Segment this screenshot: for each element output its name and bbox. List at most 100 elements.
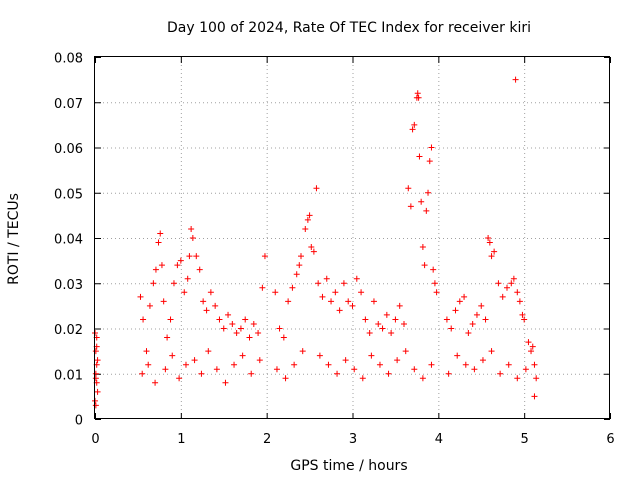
data-point <box>259 284 266 291</box>
data-point <box>388 330 395 337</box>
data-point <box>359 375 366 382</box>
data-point <box>213 366 220 373</box>
data-point <box>405 185 412 192</box>
y-axis-label: ROTI / TECUs <box>6 193 22 285</box>
data-point <box>454 352 461 359</box>
data-point <box>512 76 519 83</box>
data-points <box>92 76 540 409</box>
data-point <box>293 271 300 278</box>
data-point <box>155 239 162 246</box>
data-point <box>473 311 480 318</box>
data-point <box>152 379 159 386</box>
data-point <box>289 284 296 291</box>
data-point <box>402 348 409 355</box>
data-point <box>92 402 99 409</box>
data-point <box>491 248 498 255</box>
data-point <box>508 280 515 287</box>
data-point <box>411 366 418 373</box>
data-point <box>302 225 309 232</box>
data-point <box>525 339 532 346</box>
data-point <box>198 370 205 377</box>
data-point <box>170 280 177 287</box>
data-point <box>486 239 493 246</box>
data-point <box>255 330 262 337</box>
data-point <box>497 370 504 377</box>
data-point <box>452 307 459 314</box>
data-point <box>250 320 257 327</box>
data-point <box>433 289 440 296</box>
data-point <box>162 366 169 373</box>
data-point <box>229 320 236 327</box>
data-point <box>237 325 244 332</box>
data-point <box>414 90 421 97</box>
data-point <box>280 334 287 341</box>
data-point <box>332 289 339 296</box>
grid <box>95 57 610 419</box>
data-point <box>336 307 343 314</box>
data-point <box>189 235 196 241</box>
data-point <box>231 361 238 368</box>
data-point <box>304 216 311 223</box>
ticks: 0 1 2 3 4 5 6 0 0.01 0.02 0.03 0.04 0.05 0.06 0.07 0.08 <box>54 52 615 448</box>
data-point <box>478 302 485 309</box>
y-tick-label: 0.01 <box>54 368 83 383</box>
data-point <box>233 330 240 337</box>
data-point <box>285 298 292 305</box>
data-point <box>401 320 407 327</box>
data-point <box>443 316 450 323</box>
data-point <box>383 311 390 318</box>
y-tick-label: 0.04 <box>54 233 83 248</box>
y-tick-label: 0.06 <box>54 142 83 157</box>
data-point <box>366 330 373 337</box>
data-point <box>177 257 184 264</box>
data-point <box>205 348 212 355</box>
chart-title: Day 100 of 2024, Rate Of TEC Index for r… <box>167 20 531 36</box>
data-point <box>94 357 101 364</box>
data-point <box>349 302 356 309</box>
data-point <box>334 370 341 377</box>
data-point <box>415 94 422 101</box>
data-point <box>495 280 502 287</box>
data-point <box>514 375 521 382</box>
data-point <box>191 357 198 364</box>
data-point <box>488 253 495 260</box>
data-point <box>272 289 279 296</box>
data-point <box>246 334 253 341</box>
plot-frame <box>94 56 610 419</box>
data-point <box>200 298 207 305</box>
y-tick-label: 0 <box>75 414 83 429</box>
data-point <box>419 375 426 382</box>
data-point <box>184 275 191 282</box>
data-point <box>282 375 289 382</box>
data-point <box>409 126 416 133</box>
data-point <box>445 370 452 377</box>
data-point <box>328 298 335 305</box>
data-point <box>323 275 330 282</box>
data-point <box>528 348 535 355</box>
data-point <box>342 357 349 364</box>
data-point <box>306 212 313 219</box>
data-point <box>392 316 399 323</box>
data-point <box>411 121 418 128</box>
data-point <box>368 352 375 359</box>
data-point <box>146 302 153 309</box>
data-point <box>461 293 468 300</box>
data-point <box>140 316 147 323</box>
data-point <box>521 316 528 323</box>
data-point <box>145 361 152 368</box>
data-point <box>516 298 523 305</box>
y-tick-label: 0.02 <box>54 323 83 338</box>
data-point <box>428 361 435 368</box>
data-point <box>152 266 159 273</box>
data-point <box>426 158 433 165</box>
data-point <box>375 320 382 327</box>
data-point <box>242 316 249 323</box>
data-point <box>456 298 463 305</box>
data-point <box>310 248 317 255</box>
data-point <box>522 366 529 373</box>
data-point <box>176 375 183 382</box>
data-point <box>92 375 99 382</box>
data-point <box>428 144 435 151</box>
data-point <box>416 153 423 160</box>
data-point <box>186 253 193 260</box>
